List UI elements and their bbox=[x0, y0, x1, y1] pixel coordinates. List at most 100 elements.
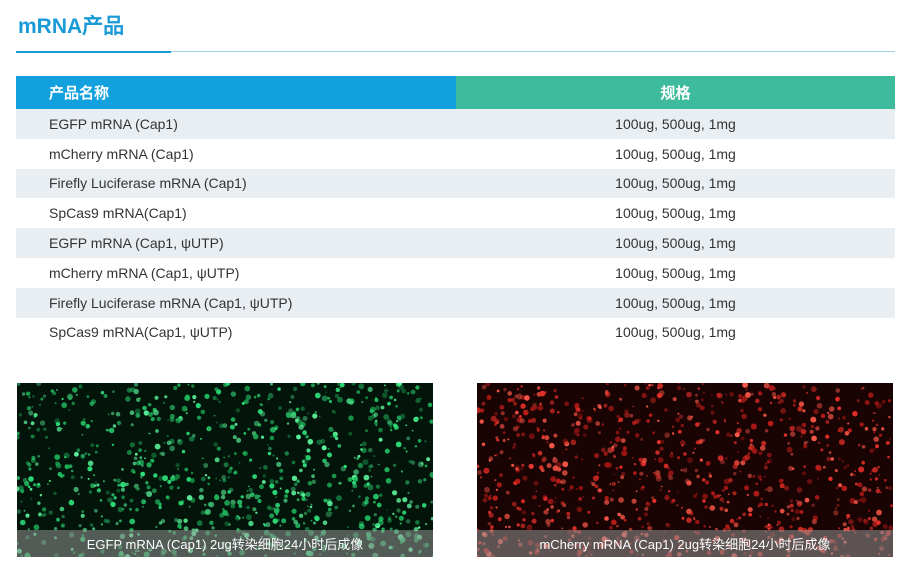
cell-spot bbox=[874, 412, 876, 415]
cell-spot bbox=[76, 448, 81, 452]
cell-spot bbox=[868, 509, 871, 512]
cell-spot bbox=[169, 485, 174, 490]
cell-spot bbox=[281, 518, 287, 524]
cell-spot bbox=[39, 404, 41, 406]
table-row: SpCas9 mRNA(Cap1) 100ug, 500ug, 1mg bbox=[16, 198, 895, 228]
cell-spot bbox=[67, 395, 73, 401]
cell-spot bbox=[415, 520, 420, 525]
cell-spot bbox=[148, 403, 152, 407]
cell-spot bbox=[100, 391, 105, 395]
cell-spot bbox=[110, 501, 116, 508]
cell-spot bbox=[185, 412, 188, 415]
cell-spot bbox=[759, 478, 762, 481]
cell-spot bbox=[613, 443, 618, 448]
table-cell: mCherry mRNA (Cap1) bbox=[49, 145, 194, 162]
cell-spot bbox=[70, 469, 74, 473]
cell-spot bbox=[149, 432, 151, 435]
cell-spot bbox=[252, 433, 259, 440]
cell-spot bbox=[351, 489, 353, 492]
cell-spot bbox=[523, 409, 529, 416]
cell-spot bbox=[822, 465, 826, 469]
cell-spot bbox=[835, 388, 841, 393]
cell-spot bbox=[868, 392, 874, 398]
cell-spot bbox=[872, 419, 874, 422]
cell-spot bbox=[307, 438, 314, 445]
cell-spot bbox=[252, 474, 257, 479]
cell-spot bbox=[27, 485, 31, 489]
cell-spot bbox=[33, 524, 40, 531]
cell-spot bbox=[254, 494, 260, 500]
cell-spot bbox=[263, 524, 267, 527]
cell-spot bbox=[119, 519, 122, 523]
cell-spot bbox=[103, 518, 108, 523]
cell-spot bbox=[373, 412, 379, 417]
cell-spot bbox=[120, 487, 125, 492]
cell-spot bbox=[615, 430, 620, 435]
cell-spot bbox=[121, 507, 125, 511]
cell-spot bbox=[385, 478, 392, 484]
cell-spot bbox=[681, 516, 685, 520]
cell-spot bbox=[542, 456, 547, 462]
cell-spot bbox=[549, 442, 555, 449]
cell-spot bbox=[302, 522, 306, 525]
cell-spot bbox=[582, 522, 588, 528]
cell-spot bbox=[136, 397, 141, 402]
cell-spot bbox=[115, 411, 121, 417]
cell-spot bbox=[617, 481, 620, 484]
cell-spot bbox=[780, 408, 786, 414]
cell-spot bbox=[429, 471, 433, 478]
cell-spot bbox=[28, 426, 31, 430]
cell-spot bbox=[166, 434, 169, 437]
table-body: EGFP mRNA (Cap1) 100ug, 500ug, 1mg mCherry… bbox=[16, 109, 895, 347]
table-row: EGFP mRNA (Cap1) 100ug, 500ug, 1mg bbox=[16, 109, 895, 139]
cell-spot bbox=[204, 474, 208, 477]
cell-spot bbox=[641, 485, 645, 489]
cell-spot bbox=[235, 408, 240, 413]
cell-spot bbox=[96, 488, 101, 493]
cell-spot bbox=[376, 502, 382, 508]
cell-spot bbox=[650, 397, 657, 404]
cell-spot bbox=[348, 415, 354, 421]
cell-spot bbox=[811, 435, 817, 442]
cell-spot bbox=[596, 521, 599, 525]
cell-spot bbox=[192, 433, 196, 438]
table-cell: 100ug, 500ug, 1mg bbox=[615, 294, 736, 311]
cell-spot bbox=[532, 453, 535, 455]
cell-spot bbox=[68, 464, 73, 469]
cell-spot bbox=[414, 416, 419, 421]
cell-spot bbox=[133, 383, 139, 387]
micrograph bbox=[477, 383, 893, 557]
cell-spot bbox=[738, 516, 741, 520]
cell-spot bbox=[861, 445, 866, 449]
cell-spot bbox=[723, 485, 729, 491]
cell-spot bbox=[397, 383, 403, 386]
table-cell: 100ug, 500ug, 1mg bbox=[615, 324, 736, 341]
cell-spot bbox=[562, 438, 569, 445]
cell-spot bbox=[796, 487, 803, 493]
cell-spot bbox=[100, 515, 103, 518]
cell-spot bbox=[853, 500, 858, 505]
cell-spot bbox=[390, 428, 393, 432]
cell-spot bbox=[744, 485, 750, 491]
cell-spot bbox=[361, 447, 367, 454]
cell-spot bbox=[424, 464, 428, 468]
cell-spot bbox=[603, 403, 608, 408]
cell-spot bbox=[576, 506, 583, 513]
cell-spot bbox=[763, 475, 766, 478]
cell-spot bbox=[69, 499, 72, 502]
cell-spot bbox=[220, 494, 226, 500]
cell-spot bbox=[872, 412, 875, 414]
cell-spot bbox=[353, 469, 359, 475]
cell-spot bbox=[809, 429, 814, 434]
cell-spot bbox=[348, 431, 353, 436]
cell-spot bbox=[47, 483, 49, 486]
cell-spot bbox=[524, 395, 530, 401]
cell-spot bbox=[272, 489, 278, 496]
cell-spot bbox=[151, 488, 157, 494]
cell-spot bbox=[836, 504, 840, 507]
cell-spot bbox=[291, 411, 297, 416]
cell-spot bbox=[679, 414, 684, 419]
cell-spot bbox=[238, 462, 241, 464]
cell-spot bbox=[724, 508, 729, 513]
cell-spot bbox=[541, 458, 546, 463]
